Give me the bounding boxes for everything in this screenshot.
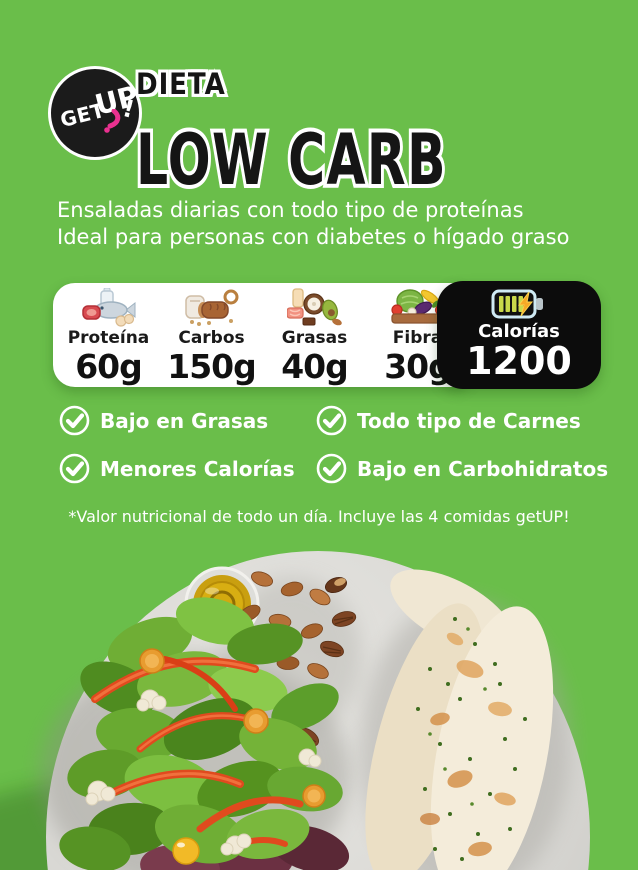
feature-label: Bajo en Grasas: [100, 408, 269, 433]
nutrition-item-fats: Grasas 40g: [263, 283, 366, 387]
carbs-foods-icon: [184, 288, 240, 328]
nutrient-label: Grasas: [281, 328, 348, 348]
cherry-tomato: [172, 837, 200, 865]
check-icon: [59, 453, 90, 484]
nutrient-value: 60g: [75, 347, 143, 386]
nutrition-item-protein: Proteína 60g: [57, 283, 160, 387]
nutrient-value: 40g: [281, 347, 349, 386]
feature-item: Bajo en Grasas: [58, 404, 311, 437]
subtitle: Ensaladas diarias con todo tipo de prote…: [57, 197, 569, 251]
swoosh-icon: [104, 109, 121, 133]
nutrient-value: 150g: [167, 347, 257, 386]
subtitle-line-1: Ensaladas diarias con todo tipo de prote…: [57, 198, 524, 222]
meal-plate-photo: [0, 551, 590, 870]
feature-item: Bajo en Carbohidratos: [315, 452, 608, 485]
protein-foods-icon: [81, 288, 137, 328]
feature-label: Menores Calorías: [100, 456, 295, 481]
nutrition-item-carbs: Carbos 150g: [160, 283, 263, 387]
check-icon: [316, 405, 347, 436]
footnote: *Valor nutricional de todo un día. Inclu…: [68, 507, 570, 526]
calories-value: 1200: [466, 339, 572, 383]
battery-energy-icon: [491, 289, 543, 319]
feature-item: Todo tipo de Carnes: [315, 404, 608, 437]
apricot-slices: [139, 648, 326, 808]
feature-label: Todo tipo de Carnes: [357, 408, 581, 433]
getup-logo: GET UP !: [48, 66, 142, 160]
calories-label: Calorías: [478, 321, 560, 342]
diet-title: LOW CARB: [136, 125, 595, 195]
diet-kicker: DIETA: [136, 70, 638, 100]
cauliflower-pieces: [85, 689, 322, 856]
feature-label: Bajo en Carbohidratos: [357, 456, 609, 481]
feature-item: Menores Calorías: [58, 452, 311, 485]
nutrient-label: Proteína: [67, 328, 150, 348]
fish-fillets: [365, 569, 554, 870]
nutrient-label: Fibra: [392, 328, 443, 348]
check-icon: [59, 405, 90, 436]
fats-foods-icon: [286, 288, 343, 328]
nutrition-bar: Proteína 60g Carbos 150g: [53, 283, 473, 387]
calories-panel: Calorías 1200: [437, 281, 601, 389]
features-list: Bajo en Grasas Todo tipo de Carnes Menor…: [58, 404, 608, 485]
subtitle-line-2: Ideal para personas con diabetes o hígad…: [57, 225, 570, 249]
nutrient-label: Carbos: [178, 328, 245, 348]
check-icon: [316, 453, 347, 484]
